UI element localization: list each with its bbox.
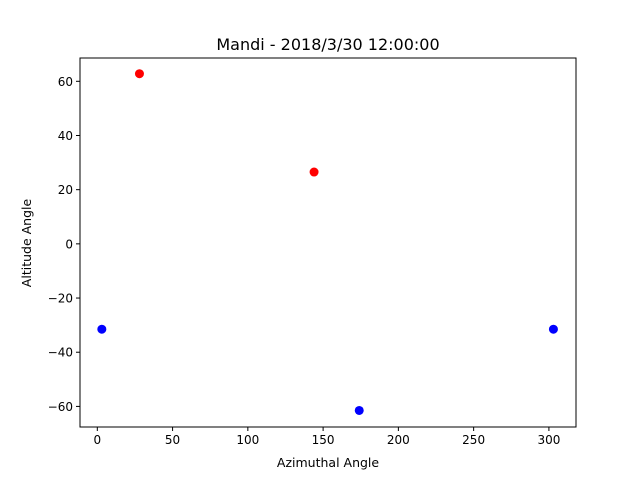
data-point	[309, 167, 319, 177]
y-tick-label: 0	[65, 237, 73, 251]
chart-title: Mandi - 2018/3/30 12:00:00	[216, 35, 439, 54]
y-tick-label: −60	[48, 400, 73, 414]
y-tick-label: 40	[58, 129, 73, 143]
x-tick-label: 0	[93, 433, 101, 447]
x-axis-label: Azimuthal Angle	[277, 455, 379, 470]
x-tick-label: 150	[312, 433, 335, 447]
x-tick-label: 100	[236, 433, 259, 447]
plot-area: 0 50 100 150 200 250 300 −60 −40 −20 0 20 40 60	[48, 69, 560, 447]
y-tick-label: 20	[58, 183, 73, 197]
data-point	[354, 405, 364, 415]
data-point	[97, 324, 107, 334]
y-tick-label: 60	[58, 75, 73, 89]
x-tick-label: 200	[387, 433, 410, 447]
y-tick-label: −20	[48, 292, 73, 306]
data-point	[134, 69, 144, 79]
y-tick-label: −40	[48, 346, 73, 360]
x-tick-label: 50	[165, 433, 180, 447]
x-tick-label: 300	[537, 433, 560, 447]
y-axis-label: Altitude Angle	[19, 199, 34, 288]
x-tick-label: 250	[462, 433, 485, 447]
plot-frame	[79, 57, 577, 428]
data-point	[548, 324, 558, 334]
